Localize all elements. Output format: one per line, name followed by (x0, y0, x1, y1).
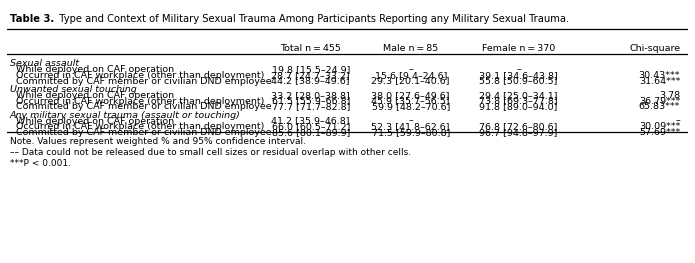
Text: 28.7 [24.7–33.2]: 28.7 [24.7–33.2] (272, 71, 350, 80)
Text: 96.7 [94.8–97.9]: 96.7 [94.8–97.9] (480, 128, 557, 137)
Text: 61.5 [55.9–66.8]: 61.5 [55.9–66.8] (272, 97, 350, 105)
Text: 39.1 [34.6–43.8]: 39.1 [34.6–43.8] (479, 71, 558, 80)
Text: Unwanted sexual touching: Unwanted sexual touching (10, 85, 137, 94)
Text: 76.8 [72.6–80.6]: 76.8 [72.6–80.6] (480, 122, 557, 131)
Text: 33.2 [28.0–38.8]: 33.2 [28.0–38.8] (271, 91, 350, 100)
Text: 41.2 [35.9–46.8]: 41.2 [35.9–46.8] (272, 117, 350, 125)
Text: 15.6 [9.4–24.6]: 15.6 [9.4–24.6] (375, 71, 447, 80)
Text: Sexual assault: Sexual assault (10, 59, 79, 68)
Text: 71.5 [59.9–80.8]: 71.5 [59.9–80.8] (372, 128, 450, 137)
Text: 3.78: 3.78 (659, 91, 680, 100)
Text: Any military sexual trauma (assault or touching): Any military sexual trauma (assault or t… (10, 111, 240, 120)
Text: 66.0 [60.5–71.2]: 66.0 [60.5–71.2] (272, 122, 350, 131)
Text: 65.83***: 65.83*** (639, 102, 680, 111)
Text: 45.9 [35.7–56.5]: 45.9 [35.7–56.5] (371, 97, 450, 105)
Text: Committed by CAF member or civilian DND employee: Committed by CAF member or civilian DND … (10, 128, 272, 137)
Text: Committed by CAF member or civilian DND employee: Committed by CAF member or civilian DND … (10, 102, 272, 111)
Text: Chi-square: Chi-square (629, 44, 680, 53)
Text: 73.8 [69.3–77.8]: 73.8 [69.3–77.8] (479, 97, 558, 105)
Text: –: – (409, 117, 413, 125)
Text: 38.0 [27.6–49.6]: 38.0 [27.6–49.6] (371, 91, 450, 100)
Text: Table 3.: Table 3. (10, 14, 54, 24)
Text: Type and Context of Military Sexual Trauma Among Participants Reporting any Mili: Type and Context of Military Sexual Trau… (53, 14, 569, 24)
Text: Occurred in CAF workplace (other than deployment): Occurred in CAF workplace (other than de… (10, 122, 264, 131)
Text: Occurred in CAF workplace (other than deployment): Occurred in CAF workplace (other than de… (10, 97, 264, 105)
Text: –: – (409, 65, 413, 74)
Text: –: – (516, 65, 521, 74)
Text: ***P < 0.001.: ***P < 0.001. (10, 159, 71, 169)
Text: 29.3 [20.1–40.6]: 29.3 [20.1–40.6] (371, 77, 450, 85)
Text: –– Data could not be released due to small cell sizes or residual overlap with o: –– Data could not be released due to sma… (10, 148, 411, 157)
Text: 44.2 [38.9–49.6]: 44.2 [38.9–49.6] (272, 77, 350, 85)
Text: 59.9 [48.2–70.6]: 59.9 [48.2–70.6] (372, 102, 450, 111)
Text: Committed by CAF member or civilian DND employee: Committed by CAF member or civilian DND … (10, 77, 272, 85)
Text: 52.3 [41.8–62.6]: 52.3 [41.8–62.6] (371, 122, 450, 131)
Text: Occurred in CAF workplace (other than deployment): Occurred in CAF workplace (other than de… (10, 71, 264, 80)
Text: Female n = 370: Female n = 370 (482, 44, 555, 53)
Text: 19.8 [15.5–24.9]: 19.8 [15.5–24.9] (272, 65, 350, 74)
Text: 36.79***: 36.79*** (639, 97, 680, 105)
Text: –: – (676, 117, 680, 125)
Text: 55.8 [50.9–60.5]: 55.8 [50.9–60.5] (480, 77, 557, 85)
Text: Male n = 85: Male n = 85 (383, 44, 439, 53)
Text: 91.8 [89.0–94.0]: 91.8 [89.0–94.0] (480, 102, 557, 111)
Text: Note. Values represent weighted % and 95% confidence interval.: Note. Values represent weighted % and 95… (10, 137, 306, 146)
Text: 85.6 [80.1–89.9]: 85.6 [80.1–89.9] (272, 128, 350, 137)
Text: While deployed on CAF operation: While deployed on CAF operation (10, 117, 174, 125)
Text: 30.09***: 30.09*** (639, 122, 680, 131)
Text: While deployed on CAF operation: While deployed on CAF operation (10, 65, 174, 74)
Text: 31.64***: 31.64*** (639, 77, 680, 85)
Text: 29.4 [25.0–34.1]: 29.4 [25.0–34.1] (480, 91, 558, 100)
Text: 77.7 [71.7–82.8]: 77.7 [71.7–82.8] (272, 102, 350, 111)
Text: Total n = 455: Total n = 455 (280, 44, 341, 53)
Text: While deployed on CAF operation: While deployed on CAF operation (10, 91, 174, 100)
Text: 30.43***: 30.43*** (639, 71, 680, 80)
Text: 57.69***: 57.69*** (639, 128, 680, 137)
